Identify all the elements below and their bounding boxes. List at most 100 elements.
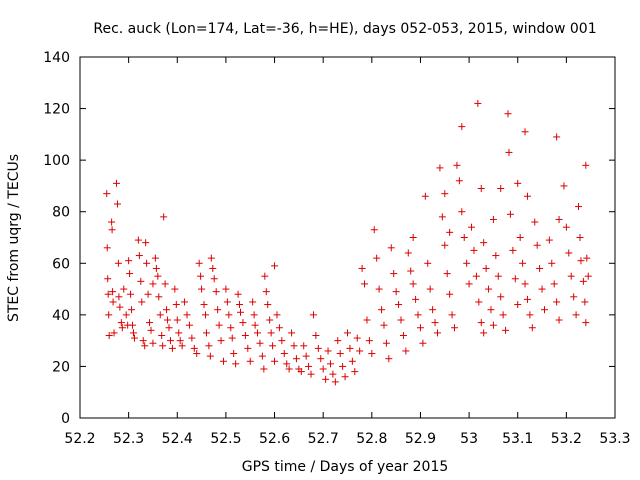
data-point xyxy=(225,311,233,319)
data-point xyxy=(373,254,381,262)
data-point xyxy=(511,275,519,283)
data-point xyxy=(130,329,137,337)
data-point xyxy=(288,329,296,337)
data-point xyxy=(160,213,168,221)
data-point xyxy=(331,378,339,386)
data-point xyxy=(472,272,480,280)
data-point xyxy=(307,370,315,378)
data-point xyxy=(103,190,111,198)
x-axis-label: GPS time / Days of year 2015 xyxy=(242,459,449,475)
data-point xyxy=(183,311,191,319)
data-point xyxy=(433,329,441,337)
data-point xyxy=(441,241,449,249)
data-point xyxy=(178,342,186,350)
data-point xyxy=(114,259,122,267)
data-point xyxy=(572,311,580,319)
y-tick-label: 20 xyxy=(52,359,70,375)
x-tick-label: 52.3 xyxy=(113,431,144,447)
data-point xyxy=(207,254,215,262)
data-point xyxy=(262,288,270,296)
data-point xyxy=(581,298,589,306)
data-point xyxy=(407,267,415,275)
data-point xyxy=(429,306,437,314)
data-point xyxy=(365,337,373,345)
data-point xyxy=(390,270,398,278)
y-axis-label: STEC from uqrg / TECUs xyxy=(6,154,22,322)
data-point xyxy=(419,339,427,347)
data-point xyxy=(497,293,505,301)
data-point xyxy=(474,99,482,107)
data-point xyxy=(222,285,230,293)
data-point xyxy=(329,370,337,378)
data-point xyxy=(164,316,172,324)
data-point xyxy=(489,215,497,223)
data-point xyxy=(266,316,274,324)
data-point xyxy=(526,311,534,319)
data-point xyxy=(346,344,354,352)
y-tick-label: 120 xyxy=(43,102,70,118)
data-point xyxy=(163,306,171,314)
data-point xyxy=(309,311,317,319)
data-point xyxy=(202,329,210,337)
data-point xyxy=(531,218,539,226)
data-point xyxy=(514,179,522,187)
data-point xyxy=(465,280,473,288)
data-point xyxy=(353,334,361,342)
data-point xyxy=(583,254,591,262)
data-point xyxy=(175,329,183,337)
x-tick-label: 52.6 xyxy=(259,431,290,447)
data-point xyxy=(480,329,488,337)
data-point xyxy=(103,244,111,252)
data-point xyxy=(446,228,454,236)
data-point xyxy=(166,337,174,345)
data-point xyxy=(577,257,585,265)
data-point xyxy=(127,290,135,298)
data-point xyxy=(129,321,137,329)
data-point xyxy=(451,324,458,332)
data-point xyxy=(297,368,305,376)
data-point xyxy=(523,192,531,200)
data-point xyxy=(470,246,478,254)
data-point xyxy=(322,375,330,383)
data-point xyxy=(190,344,198,352)
data-point xyxy=(181,298,189,306)
data-point xyxy=(165,324,173,332)
data-point xyxy=(159,342,167,350)
data-point xyxy=(155,293,163,301)
data-point xyxy=(300,342,308,350)
data-point xyxy=(112,179,120,187)
data-point xyxy=(489,321,497,329)
data-point xyxy=(149,280,157,288)
data-point xyxy=(339,362,347,370)
data-point xyxy=(260,365,268,373)
data-point xyxy=(250,311,258,319)
data-point xyxy=(110,329,118,337)
data-point xyxy=(285,365,293,373)
data-point xyxy=(128,306,136,314)
data-point xyxy=(251,321,259,329)
data-point xyxy=(431,319,439,327)
data-point xyxy=(126,270,134,278)
data-point xyxy=(540,306,548,314)
data-point xyxy=(426,285,434,293)
data-point xyxy=(168,344,176,352)
data-point xyxy=(326,360,334,368)
x-tick-label: 52.7 xyxy=(308,431,339,447)
data-point xyxy=(448,311,456,319)
data-point xyxy=(387,244,395,252)
ticks-group: 52.2 52.3 52.4 52.5 52.6 52.7 52.8 52.9 53 53.1 53… xyxy=(43,50,630,447)
data-point xyxy=(139,337,147,345)
plot-frame xyxy=(79,56,616,419)
data-point xyxy=(492,252,500,260)
data-point xyxy=(172,301,180,309)
data-point xyxy=(402,347,410,355)
data-point xyxy=(409,234,417,241)
data-point xyxy=(141,342,149,350)
data-point xyxy=(504,110,512,118)
data-point xyxy=(475,298,483,306)
data-point xyxy=(523,295,531,303)
data-point xyxy=(324,347,332,355)
data-point xyxy=(206,352,214,360)
x-tick-label: 52.5 xyxy=(210,431,241,447)
